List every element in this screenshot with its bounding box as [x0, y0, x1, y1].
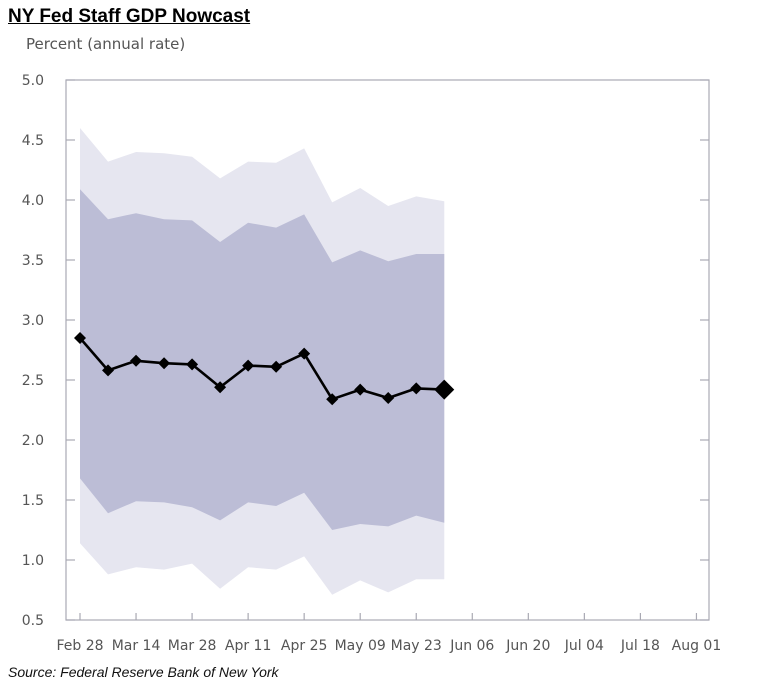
nowcast-marker — [298, 347, 311, 360]
y-tick-label: 1.0 — [22, 553, 44, 569]
x-tick-label: Aug 01 — [672, 638, 722, 654]
nowcast-marker — [354, 383, 367, 396]
x-tick-label: Apr 25 — [281, 638, 327, 654]
x-tick-label: Feb 28 — [56, 638, 103, 654]
x-tick-label: May 09 — [335, 638, 386, 654]
bands-layer — [80, 128, 445, 595]
nowcast-marker — [74, 332, 86, 344]
inner-confidence-band — [80, 189, 445, 530]
x-tick-label: Jun 20 — [505, 638, 550, 654]
y-tick-label: 2.0 — [22, 433, 44, 449]
nowcast-marker — [158, 357, 171, 370]
y-tick-label: 2.5 — [22, 373, 44, 389]
nowcast-marker — [214, 381, 227, 394]
y-tick-label: 4.5 — [22, 133, 44, 149]
nowcast-line-layer — [74, 332, 455, 406]
nowcast-marker — [186, 358, 199, 371]
y-tick-label: 3.5 — [22, 253, 44, 269]
source-note: Source: Federal Reserve Bank of New York — [8, 664, 279, 680]
x-tick-label: May 23 — [391, 638, 442, 654]
x-tick-label: Jul 18 — [620, 638, 660, 654]
x-tick-label: Jun 06 — [449, 638, 494, 654]
nowcast-marker — [326, 393, 339, 406]
x-tick-label: Apr 11 — [225, 638, 271, 654]
y-tick-label: 0.5 — [22, 613, 44, 629]
nowcast-marker — [130, 354, 143, 367]
latest-nowcast-marker — [434, 379, 455, 400]
x-tick-label: Mar 28 — [168, 638, 217, 654]
nowcast-marker — [270, 360, 283, 373]
plot-frame — [65, 79, 710, 621]
y-tick-label: 1.5 — [22, 493, 44, 509]
y-tick-label: 5.0 — [22, 73, 44, 89]
y-axis-label: Percent (annual rate) — [26, 35, 186, 53]
nowcast-marker — [382, 392, 395, 404]
x-tick-label: Jul 04 — [564, 638, 604, 654]
y-tick-label: 4.0 — [22, 193, 44, 209]
y-tick-label: 3.0 — [22, 313, 44, 329]
nowcast-marker — [102, 364, 115, 377]
nowcast-marker — [410, 382, 423, 395]
nowcast-marker — [242, 359, 255, 372]
chart-title: NY Fed Staff GDP Nowcast — [8, 6, 251, 27]
x-tick-label: Mar 14 — [112, 638, 161, 654]
plot-border — [65, 79, 710, 621]
axis-ticks: 5.0 4.5 4.0 3.5 3.0 2.5 2.0 1.5 1.0 0.5 Feb 28 Mar … — [22, 73, 722, 654]
